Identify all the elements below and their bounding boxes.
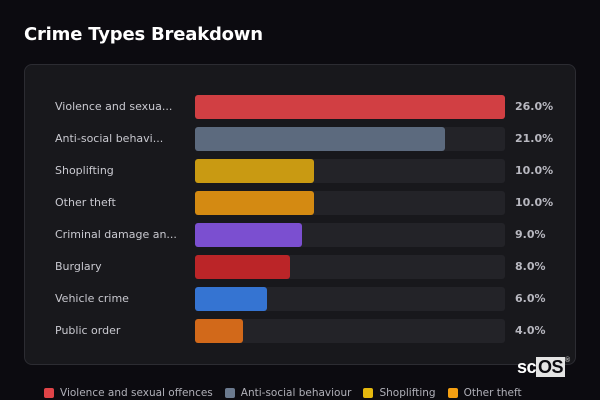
bar-row[interactable]: Vehicle crime 6.0% (25, 287, 575, 311)
bar-row[interactable]: Burglary 8.0% (25, 255, 575, 279)
bar-track (195, 287, 505, 311)
bar-fill[interactable] (195, 319, 243, 343)
bar-label: Public order (55, 324, 121, 337)
bar-value: 26.0% (515, 100, 554, 113)
bar-value: 9.0% (515, 228, 546, 241)
bar-fill[interactable] (195, 255, 291, 279)
bar-fill[interactable] (195, 191, 315, 215)
bar-fill[interactable] (195, 127, 446, 151)
bar-track (195, 319, 505, 343)
bar-label: Violence and sexua... (55, 100, 173, 113)
bar-value: 8.0% (515, 260, 546, 273)
bar-label: Vehicle crime (55, 292, 129, 305)
scos-watermark-logo: sc OS ® (517, 357, 570, 378)
bar-row[interactable]: Anti-social behavi... 21.0% (25, 127, 575, 151)
bar-label: Shoplifting (55, 164, 114, 177)
legend-swatch-icon (363, 388, 374, 398)
legend-label: Anti-social behaviour (240, 387, 352, 399)
legend-swatch-icon (44, 388, 54, 398)
bar-fill[interactable] (195, 95, 505, 119)
bar-fill[interactable] (195, 223, 303, 247)
bar-fill[interactable] (195, 159, 315, 183)
bar-value: 4.0% (515, 324, 546, 337)
legend-label: Violence and sexual offences (60, 387, 213, 399)
bar-row[interactable]: Violence and sexua... 26.0% (25, 95, 575, 119)
bar-value: 10.0% (515, 196, 554, 209)
bar-value: 10.0% (515, 164, 554, 177)
chart-card: Violence and sexua... 26.0% Anti-social be… (24, 64, 576, 365)
bar-track (195, 159, 505, 183)
registered-mark: ® (565, 357, 570, 364)
chart-legend: Violence and sexual offences Anti-social … (44, 386, 522, 400)
bar-track (195, 223, 505, 247)
watermark-sc: sc (517, 357, 537, 377)
bar-value: 21.0% (515, 132, 554, 145)
legend-item[interactable]: Other theft (447, 387, 522, 399)
chart-title: Crime Types Breakdown (24, 24, 263, 45)
bar-track (195, 191, 505, 215)
bar-row[interactable]: Other theft 10.0% (25, 191, 575, 215)
bar-track (195, 127, 505, 151)
bar-track (195, 95, 505, 119)
legend-item[interactable]: Violence and sexual offences (44, 387, 213, 399)
bar-value: 6.0% (515, 292, 546, 305)
bar-row[interactable]: Criminal damage an... 9.0% (25, 223, 575, 247)
bar-label: Burglary (55, 260, 102, 273)
bar-label: Criminal damage an... (55, 228, 177, 241)
bar-row[interactable]: Public order 4.0% (25, 319, 575, 343)
bar-label: Anti-social behavi... (55, 132, 164, 145)
bar-fill[interactable] (195, 287, 267, 311)
bar-track (195, 255, 505, 279)
legend-label: Other theft (463, 387, 522, 399)
legend-label: Shoplifting (379, 387, 436, 399)
legend-item[interactable]: Anti-social behaviour (224, 387, 352, 399)
bar-label: Other theft (55, 196, 116, 209)
legend-item[interactable]: Shoplifting (363, 387, 436, 399)
watermark-os: OS (536, 357, 566, 377)
legend-swatch-icon (447, 388, 458, 398)
legend-swatch-icon (224, 388, 235, 398)
bar-row[interactable]: Shoplifting 10.0% (25, 159, 575, 183)
